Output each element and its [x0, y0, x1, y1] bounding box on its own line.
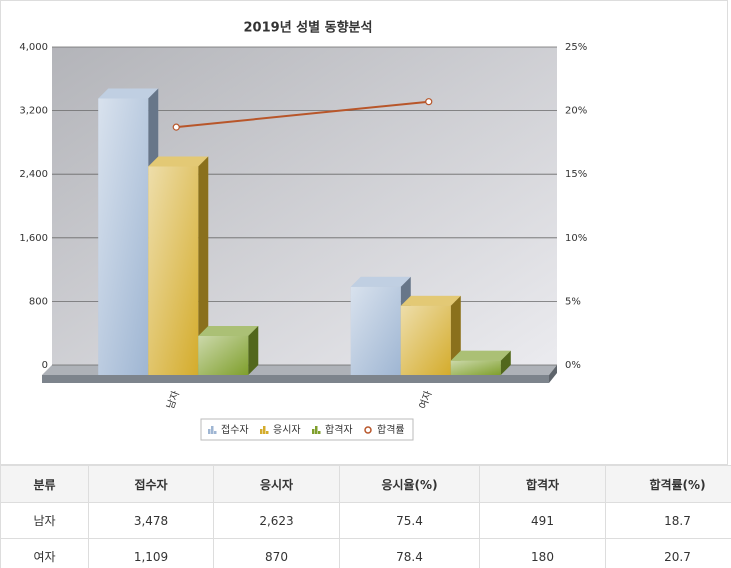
x-tick-label: 여자: [417, 389, 435, 410]
y-tick-label: 2,400: [19, 169, 48, 180]
bar-top: [400, 295, 461, 306]
y2-tick-label: 15%: [565, 169, 587, 180]
bar-side-shade: [248, 325, 259, 375]
bar-highlight: [198, 335, 249, 375]
bar-top-shade: [400, 295, 461, 306]
y2-tick-label: 0%: [565, 360, 581, 371]
legend-icon: [364, 426, 372, 434]
header-cell: 분류: [0, 465, 89, 503]
table-cell: 75.4: [339, 502, 480, 539]
bar-highlight: [98, 98, 149, 376]
legend-item: 응시자: [260, 424, 301, 436]
legend-label: 응시자: [273, 424, 301, 436]
bar-side: [198, 156, 209, 375]
bar-top-shade: [98, 88, 159, 99]
table-cell: 2,623: [213, 502, 340, 539]
legend-icon: [312, 429, 315, 434]
legend-box: [200, 418, 414, 441]
table-cell: 180: [479, 538, 606, 568]
bar-side-shade: [500, 350, 511, 375]
table-cell: 78.4: [339, 538, 480, 568]
header-cell: 응시율(%): [339, 465, 480, 503]
bar-highlight: [400, 305, 451, 375]
y2-tick-label: 25%: [565, 42, 587, 53]
bar-top: [450, 350, 511, 361]
legend-label: 합격률: [377, 423, 405, 436]
floor-side: [549, 365, 557, 383]
header-cell: 응시자: [213, 465, 340, 503]
table-cell: 남자: [0, 502, 89, 539]
legend-icon: [263, 426, 266, 434]
y-tick-label: 800: [29, 296, 48, 307]
table-cell: 1,109: [88, 538, 214, 568]
line-point: [425, 98, 433, 106]
bar-highlight: [350, 286, 401, 375]
table-cell: 18.7: [605, 502, 731, 539]
bar-top-shade: [198, 325, 259, 336]
legend-icon: [318, 431, 321, 434]
bar-top: [98, 88, 159, 99]
bar-top: [148, 156, 209, 167]
header-cell: 합격자: [479, 465, 606, 503]
table-cell: 여자: [0, 538, 89, 568]
header-row: 분류 접수자 응시자 응시율(%) 합격자 합격률(%): [0, 465, 731, 503]
table-cell: 870: [213, 538, 340, 568]
y2-tick-label: 10%: [565, 233, 587, 244]
header-cell: 접수자: [88, 465, 214, 503]
x-tick-label: 남자: [164, 389, 182, 410]
bar-side-shade: [198, 156, 209, 375]
bar-top: [198, 325, 259, 336]
table-cell: 3,478: [88, 502, 214, 539]
y-tick-label: 3,200: [19, 106, 48, 117]
legend-label: 접수자: [221, 424, 249, 436]
bar-highlight: [148, 166, 199, 375]
table-row: 남자 3,478 2,623 75.4 491 18.7: [0, 502, 731, 539]
bar-top: [350, 276, 411, 287]
legend-item: 접수자: [208, 424, 249, 436]
bar-side: [500, 350, 511, 375]
header-cell: 합격률(%): [605, 465, 731, 503]
bar-highlight: [450, 360, 501, 375]
chart: 2019년 성별 동향분석 0 800 1,600 2,400 3,200 4,000 0%…: [0, 0, 728, 465]
bar-top-shade: [148, 156, 209, 167]
legend-icon: [266, 431, 269, 434]
legend-icon: [208, 429, 211, 434]
bar-top-shade: [350, 276, 411, 287]
table-cell: 491: [479, 502, 606, 539]
legend-icon: [260, 429, 263, 434]
y-tick-label: 4,000: [19, 42, 48, 53]
table-row: 여자 1,109 870 78.4 180 20.7: [0, 538, 731, 568]
legend-item: 합격률: [364, 423, 405, 436]
legend-label: 합격자: [325, 423, 353, 436]
y-tick-label: 0: [42, 360, 48, 371]
y2-tick-label: 20%: [565, 106, 587, 117]
y2-tick-label: 5%: [565, 296, 581, 307]
table-cell: 20.7: [605, 538, 731, 568]
legend-item: 합격자: [312, 423, 353, 436]
stats-table: 분류 접수자 응시자 응시율(%) 합격자 합격률(%) 남자 3,478 2,623 75.4 4…: [0, 465, 731, 568]
chart-title: 2019년 성별 동향분석: [244, 20, 373, 36]
bar-side: [248, 325, 259, 375]
bar-top-shade: [450, 350, 511, 361]
legend-icon: [315, 426, 318, 434]
y-tick-label: 1,600: [19, 233, 48, 244]
legend-icon: [214, 431, 217, 434]
floor-edge: [42, 375, 549, 383]
legend-icon: [211, 426, 214, 434]
line-point: [172, 123, 180, 131]
line: [176, 100, 429, 129]
